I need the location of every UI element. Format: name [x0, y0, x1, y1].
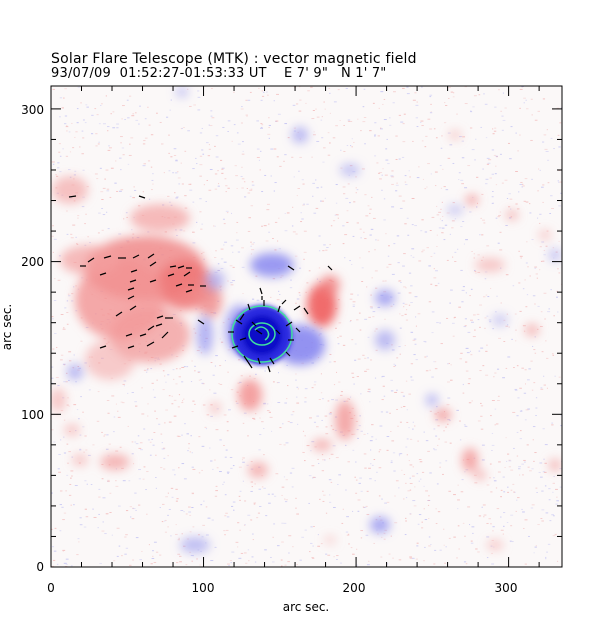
y-tick-label-200: 200: [21, 255, 44, 269]
figure-title: Solar Flare Telescope (MTK) : vector mag…: [51, 51, 417, 67]
plot-frame: [50, 85, 563, 568]
y-axis-title: arc sec.: [0, 304, 14, 350]
transverse-field-vectors: [68, 195, 333, 373]
x-tick-label-200: 200: [343, 581, 366, 595]
sunspot-umbra: [232, 305, 292, 365]
x-tick-label-0: 0: [47, 581, 55, 595]
x-axis-title: arc sec.: [283, 600, 329, 614]
positive-polarity-regions: [51, 130, 561, 550]
axis-ticks: [50, 86, 562, 568]
field-contours: [231, 305, 293, 363]
y-tick-label-0: 0: [36, 560, 44, 574]
figure-subtitle: 93/07/09 01:52:27-01:53:33 UT E 7' 9" N …: [51, 66, 387, 81]
x-tick-label-100: 100: [192, 581, 215, 595]
magnetogram-image: [51, 86, 562, 567]
y-tick-label-300: 300: [21, 103, 44, 117]
y-tick-label-100: 100: [21, 408, 44, 422]
x-tick-label-300: 300: [495, 581, 518, 595]
